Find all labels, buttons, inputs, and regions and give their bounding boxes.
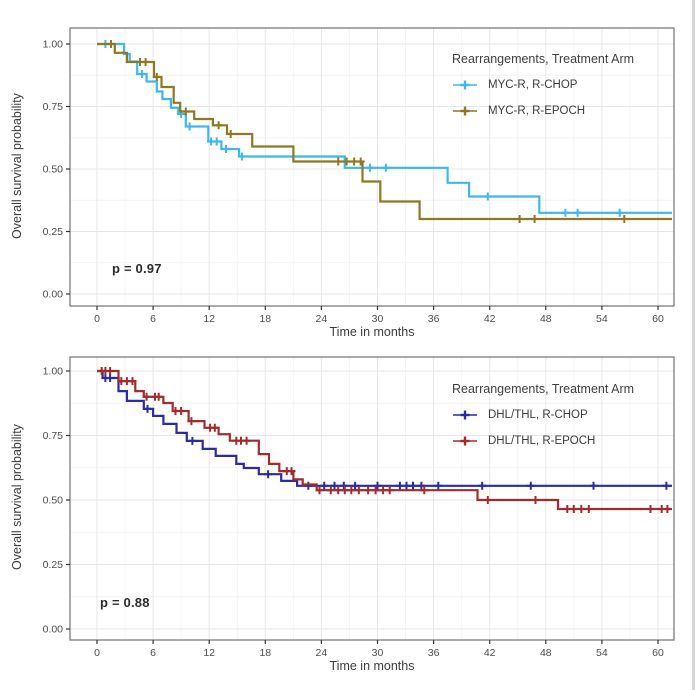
censor-marks-dhl-thl-r-epoch — [97, 367, 672, 513]
x-tick-label: 60 — [652, 313, 664, 325]
y-tick-label: 1.00 — [43, 39, 64, 51]
x-tick-label: 30 — [372, 647, 384, 659]
x-tick-label: 24 — [316, 647, 328, 659]
grid-major — [70, 28, 674, 306]
x-tick-label: 0 — [94, 647, 100, 659]
y-tick-label: 0.75 — [43, 430, 64, 442]
grid-minor — [70, 28, 674, 306]
y-tick-label: 1.00 — [43, 366, 64, 378]
y-tick-label: 0.00 — [43, 289, 64, 301]
y-tick-label: 0.25 — [43, 559, 64, 571]
y-tick-label: 0.00 — [43, 624, 64, 636]
y-tick-label: 0.75 — [43, 101, 64, 113]
y-tick-label: 0.50 — [43, 164, 64, 176]
y-tick-label: 0.50 — [43, 495, 64, 507]
x-tick-label: 30 — [372, 313, 384, 325]
x-tick-label: 48 — [540, 647, 552, 659]
x-tick-label: 42 — [484, 647, 496, 659]
axis-ticks — [66, 370, 659, 644]
x-tick-label: 60 — [652, 647, 664, 659]
km-panel-top: 0 6 12 18 24 30 36 42 48 54 60 0.00 0.25 0.50 0.75 1.00 — [43, 27, 675, 326]
x-tick-label: 6 — [150, 647, 156, 659]
x-tick-label: 24 — [316, 313, 328, 325]
censor-marks-myc-r-r-epoch — [107, 40, 629, 223]
x-tick-label: 18 — [259, 647, 271, 659]
survival-curve-dhl-thl-r-chop — [97, 369, 672, 487]
censor-marks-dhl-thl-r-chop — [101, 374, 671, 490]
x-tick-label: 36 — [428, 647, 440, 659]
x-tick-label: 36 — [428, 313, 440, 325]
panel-border — [69, 27, 675, 307]
x-tick-label: 6 — [150, 313, 156, 325]
km-panel-bottom: 0 6 12 18 24 30 36 42 48 54 60 0.00 0.25 0.50 0.75 1.00 — [43, 356, 675, 660]
x-tick-label: 0 — [94, 313, 100, 325]
y-tick-label: 0.25 — [43, 226, 64, 238]
tick-labels: 0 6 12 18 24 30 36 42 48 54 60 0.00 0.25 0.50 0.75 1.00 — [43, 39, 664, 326]
x-tick-label: 12 — [203, 313, 215, 325]
x-tick-label: 48 — [540, 313, 552, 325]
x-tick-label: 54 — [596, 313, 608, 325]
grid-major — [70, 357, 674, 640]
x-tick-label: 54 — [596, 647, 608, 659]
x-tick-label: 12 — [203, 647, 215, 659]
tick-labels: 0 6 12 18 24 30 36 42 48 54 60 0.00 0.25 0.50 0.75 1.00 — [43, 366, 664, 660]
axis-ticks — [66, 43, 659, 310]
x-tick-label: 42 — [484, 313, 496, 325]
panel-border — [69, 356, 675, 641]
x-tick-label: 18 — [259, 313, 271, 325]
